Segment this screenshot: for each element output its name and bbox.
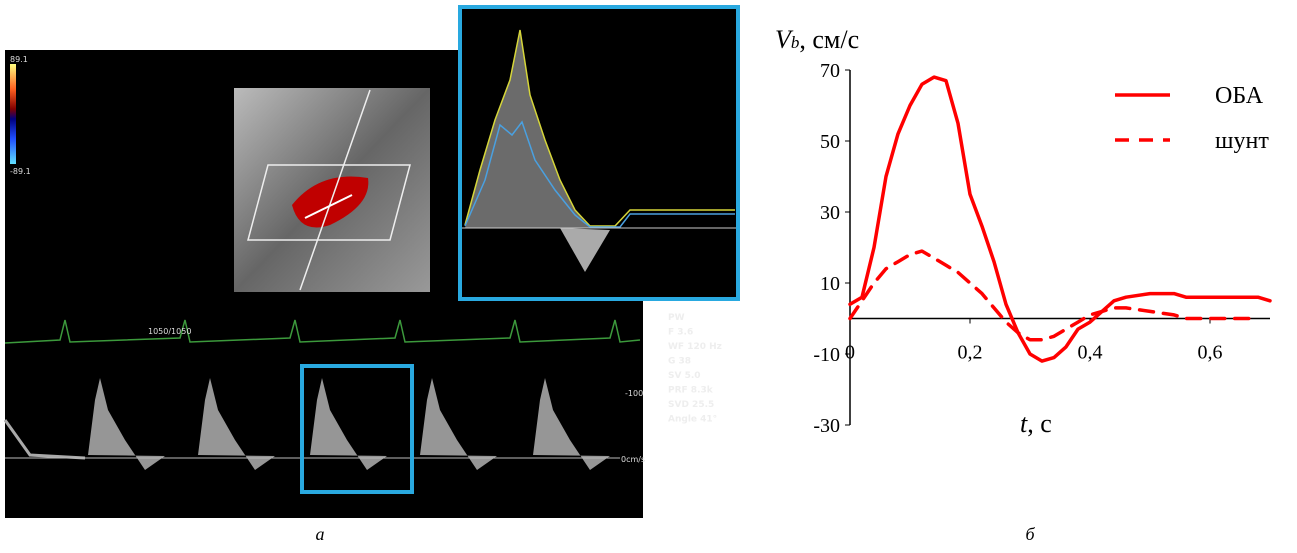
zoom-inset	[458, 5, 740, 301]
doppler-beat	[88, 378, 165, 470]
inset-mean	[464, 120, 735, 228]
y-tick-label: 30	[820, 202, 840, 224]
legend-label: шунт	[1215, 128, 1269, 154]
doppler-beat	[533, 378, 610, 470]
x-tick-label: 0	[845, 342, 855, 364]
x-tick-label: 0,2	[958, 342, 983, 364]
y-axis-label: Vb, см/с	[775, 25, 859, 54]
line-chart: -30 -10 10 30 50 70 0 0,2 0,4 0,6 ОБА шунт	[813, 60, 1272, 437]
y-tick-label: 70	[820, 60, 840, 82]
color-scale-min: -89.1	[10, 167, 31, 176]
ultrasound-panel: 89.1 -89.1 1050/1050 -100 0cm/s PW F 3.6 W…	[3, 5, 740, 518]
scale-label: 0cm/s	[621, 455, 645, 464]
parameter: SVD 25.5	[668, 400, 714, 410]
y-label-unit: , см/с	[799, 25, 859, 54]
y-label-symbol: V	[775, 25, 794, 54]
doppler-trace	[3, 419, 86, 460]
doppler-beat	[420, 378, 497, 470]
x-tick-label: 0,4	[1078, 342, 1103, 364]
doppler-spectrum	[3, 378, 610, 470]
scale-label: -100	[625, 389, 643, 398]
y-label-subscript: b	[791, 33, 800, 52]
y-tick-label: 50	[820, 131, 840, 153]
caption: а	[316, 524, 325, 544]
parameter: SV 5.0	[668, 371, 701, 381]
selection-box	[300, 364, 414, 494]
x-label-unit: , с	[1027, 409, 1052, 438]
legend-label: ОБА	[1215, 83, 1264, 109]
parameter: PW	[668, 313, 685, 323]
angle-marker	[304, 194, 353, 219]
y-tick-label: 10	[820, 273, 840, 295]
inset-reverse	[560, 228, 610, 272]
color-scale-max: 89.1	[10, 55, 28, 64]
doppler-beat	[310, 378, 387, 470]
doppler-beat	[198, 378, 275, 470]
parameter: F 3.6	[668, 328, 693, 338]
inset-envelope	[464, 29, 735, 227]
cursor-line	[299, 89, 371, 291]
y-tick-label: -10	[813, 344, 840, 366]
series-line	[848, 249, 1260, 342]
parameters: PW F 3.6 WF 120 Hz G 38 SV 5.0 PRF 8.3k SVD 25…	[668, 313, 722, 425]
series-line	[848, 75, 1272, 363]
parameter: Angle 41°	[668, 415, 717, 425]
color-bar	[10, 64, 16, 164]
ecg-trace	[4, 319, 641, 344]
sample-box	[247, 164, 411, 241]
x-label-symbol: t	[1020, 409, 1028, 438]
parameter: WF 120 Hz	[668, 342, 722, 352]
y-tick-label: -30	[813, 415, 840, 437]
ecg-label: 1050/1050	[148, 327, 191, 336]
parameter: G 38	[668, 357, 691, 367]
caption: б	[1025, 524, 1035, 544]
parameter: PRF 8.3k	[668, 386, 714, 396]
x-tick-label: 0,6	[1198, 342, 1223, 364]
x-axis-label: t, с	[1020, 409, 1052, 438]
